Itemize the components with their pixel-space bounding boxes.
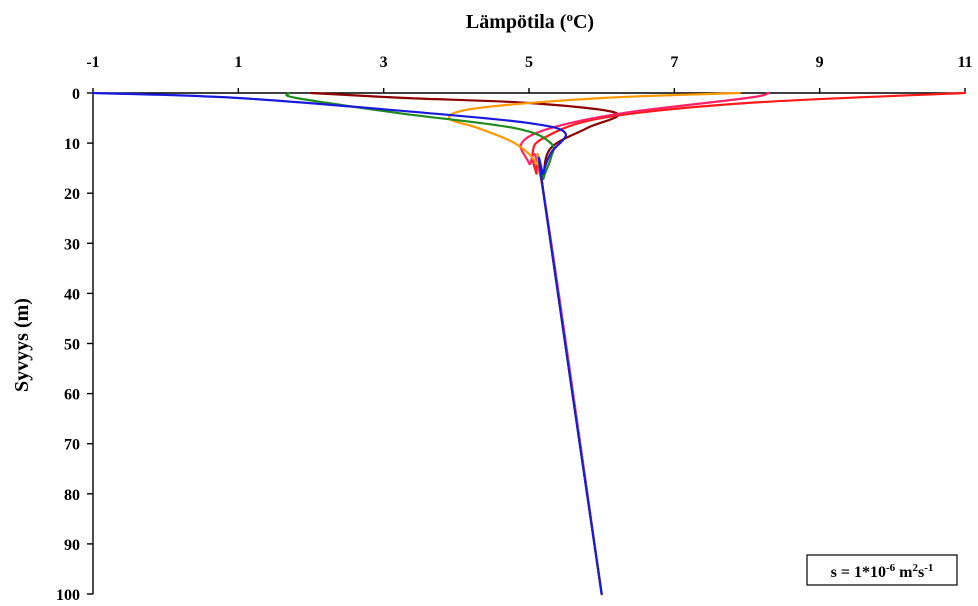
x-tick-label: 11 xyxy=(957,54,972,71)
x-tick-label: 1 xyxy=(234,54,242,71)
x-tick-label: 5 xyxy=(525,54,533,71)
x-tick-label: 3 xyxy=(380,54,388,71)
y-tick-label: 90 xyxy=(64,537,80,554)
x-ticks xyxy=(92,88,966,93)
y-tick-label: 50 xyxy=(64,337,80,354)
y-tick-label: 70 xyxy=(64,437,80,454)
y-ticks xyxy=(87,92,93,595)
series-line-1 xyxy=(309,91,620,596)
y-tick-label: 10 xyxy=(64,136,80,153)
series-line-2 xyxy=(531,91,967,596)
series-line-3 xyxy=(519,91,770,596)
y-tick-label: 60 xyxy=(64,387,80,404)
y-tick-label: 80 xyxy=(64,487,80,504)
series-line-4 xyxy=(447,91,741,596)
y-tick-labels: 0 10 20 30 40 50 60 70 80 90 100 xyxy=(56,86,80,604)
annotation-text: s = 1*10-6 m2s-1 xyxy=(831,562,934,581)
y-tick-label: 20 xyxy=(64,186,80,203)
y-tick-label: 0 xyxy=(72,86,80,103)
y-tick-label: 100 xyxy=(56,587,80,604)
y-axis-title: Syvyys (m) xyxy=(11,298,33,392)
series-line-5 xyxy=(285,91,603,596)
y-tick-label: 40 xyxy=(64,286,80,303)
x-axis-title: Lämpötila (oC) xyxy=(466,9,594,33)
series-line-6 xyxy=(91,91,603,596)
x-tick-labels: -1 1 3 5 7 9 11 xyxy=(86,54,972,71)
x-tick-label: 9 xyxy=(816,54,824,71)
annotation-box: s = 1*10-6 m2s-1 xyxy=(806,554,958,586)
series-group xyxy=(91,91,967,596)
x-tick-label: -1 xyxy=(86,54,99,71)
x-tick-label: 7 xyxy=(670,54,678,71)
y-tick-label: 30 xyxy=(64,236,80,253)
